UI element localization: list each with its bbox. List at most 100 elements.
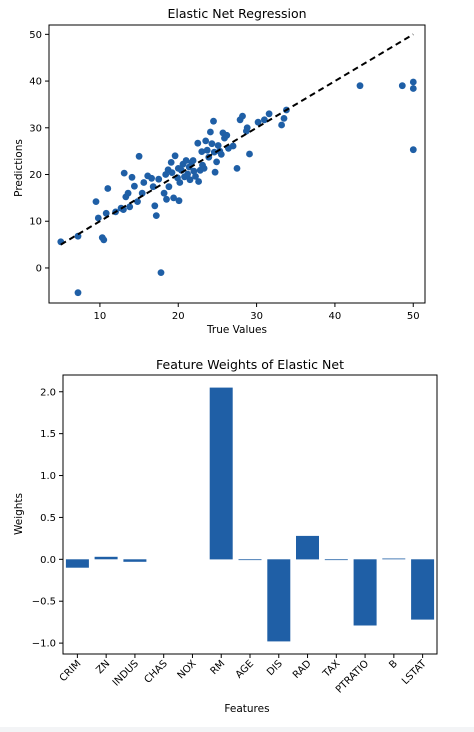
scatter-y-ticks: 0 10 20 30 40 50 <box>29 30 49 274</box>
x-tick-label: RM <box>209 658 228 677</box>
bar-y-label: Weights <box>13 493 25 535</box>
bar-tax <box>324 559 348 561</box>
bar-series <box>65 387 435 642</box>
x-tick-label: B <box>387 658 400 671</box>
y-tick-label: 0 <box>36 263 42 274</box>
scatter-point <box>167 159 175 166</box>
reference-line <box>60 33 414 246</box>
bar-y-ticks: −1.0 −0.5 0.0 0.5 1.0 1.5 2.0 <box>32 387 63 650</box>
scatter-point <box>138 189 146 197</box>
scatter-point <box>198 148 206 156</box>
x-tick-label: RAD <box>291 658 314 681</box>
scatter-point <box>184 170 192 178</box>
bar-zn <box>94 556 118 560</box>
scatter-x-label: True Values <box>206 324 267 336</box>
scatter-point <box>74 289 82 297</box>
scatter-point <box>254 118 262 126</box>
scatter-point <box>207 128 214 136</box>
scatter-point <box>94 214 102 222</box>
scatter-point <box>134 198 141 206</box>
scatter-point <box>409 85 417 92</box>
scatter-point <box>202 137 210 145</box>
y-tick-label: 0.0 <box>40 555 56 566</box>
bar-x-label: Features <box>224 703 269 715</box>
bar-dis <box>267 559 291 642</box>
scatter-point <box>171 152 179 160</box>
y-tick-label: 2.0 <box>40 387 56 398</box>
y-tick-label: 1.0 <box>40 471 56 482</box>
scatter-point <box>192 173 199 180</box>
bar-indus <box>123 559 147 562</box>
scatter-point <box>100 236 108 244</box>
bar-title: Feature Weights of Elastic Net <box>156 357 344 372</box>
scatter-point <box>195 178 203 185</box>
x-tick-label: INDUS <box>111 658 141 688</box>
scatter-point <box>223 131 231 139</box>
x-tick-label: CRIM <box>58 658 84 684</box>
x-tick-label: ZN <box>94 658 112 676</box>
bar-crim <box>65 559 89 568</box>
scatter-point <box>128 173 136 181</box>
scatter-point <box>214 142 222 149</box>
bar-b <box>382 558 406 560</box>
scatter-point <box>102 209 110 217</box>
scatter-point <box>140 179 148 186</box>
x-tick-label: AGE <box>234 658 256 680</box>
scatter-point <box>92 198 100 206</box>
scatter-point <box>213 158 221 166</box>
x-tick-label: DIS <box>265 658 285 678</box>
y-tick-label: −1.0 <box>32 639 56 650</box>
scatter-x-ticks: 10 20 30 40 50 <box>94 303 420 322</box>
scatter-point <box>200 165 208 172</box>
scatter-point <box>165 183 173 191</box>
scatter-point <box>409 146 417 154</box>
scatter-y-label: Predictions <box>13 139 25 197</box>
scatter-point <box>120 169 128 177</box>
scatter-point <box>208 140 216 148</box>
scatter-point <box>163 195 170 203</box>
scatter-point <box>155 175 163 183</box>
bar-plot-area <box>62 374 438 655</box>
scatter-point <box>261 116 268 124</box>
scatter-point <box>210 148 218 156</box>
scatter-point <box>203 146 211 154</box>
scatter-title: Elastic Net Regression <box>167 6 306 21</box>
scatter-points <box>57 78 417 297</box>
x-tick-label: NOX <box>176 658 199 681</box>
x-tick-label: 50 <box>407 311 420 322</box>
window-bottom-edge <box>0 727 474 732</box>
bar-lstat <box>411 559 435 620</box>
scatter-point <box>160 189 168 197</box>
scatter-point <box>151 202 159 210</box>
y-tick-label: −0.5 <box>32 597 56 608</box>
scatter-point <box>356 82 364 90</box>
scatter-point <box>189 157 197 164</box>
scatter-point <box>124 189 132 197</box>
x-tick-label: 40 <box>329 311 342 322</box>
scatter-point <box>243 127 250 135</box>
scatter-point <box>265 110 273 118</box>
scatter-point <box>217 151 225 158</box>
bar-rad <box>296 535 319 560</box>
scatter-point <box>186 176 194 184</box>
scatter-point <box>211 168 219 176</box>
scatter-point <box>126 203 134 211</box>
scatter-point <box>168 169 176 177</box>
scatter-point <box>182 157 190 164</box>
scatter-point <box>175 197 183 205</box>
scatter-point <box>190 167 198 175</box>
scatter-plot-area <box>48 24 426 304</box>
scatter-point <box>398 82 406 90</box>
scatter-chart: Elastic Net Regression 10 20 30 40 50 0 10 20 3… <box>13 6 426 336</box>
y-tick-label: 40 <box>29 77 42 88</box>
x-tick-label: 30 <box>250 311 263 322</box>
scatter-point <box>210 117 217 125</box>
scatter-point <box>246 150 253 158</box>
bar-ptratio <box>353 559 377 626</box>
scatter-point <box>74 232 82 240</box>
scatter-point <box>233 165 241 172</box>
scatter-point <box>409 78 417 86</box>
scatter-point <box>157 269 165 276</box>
scatter-point <box>131 182 138 190</box>
